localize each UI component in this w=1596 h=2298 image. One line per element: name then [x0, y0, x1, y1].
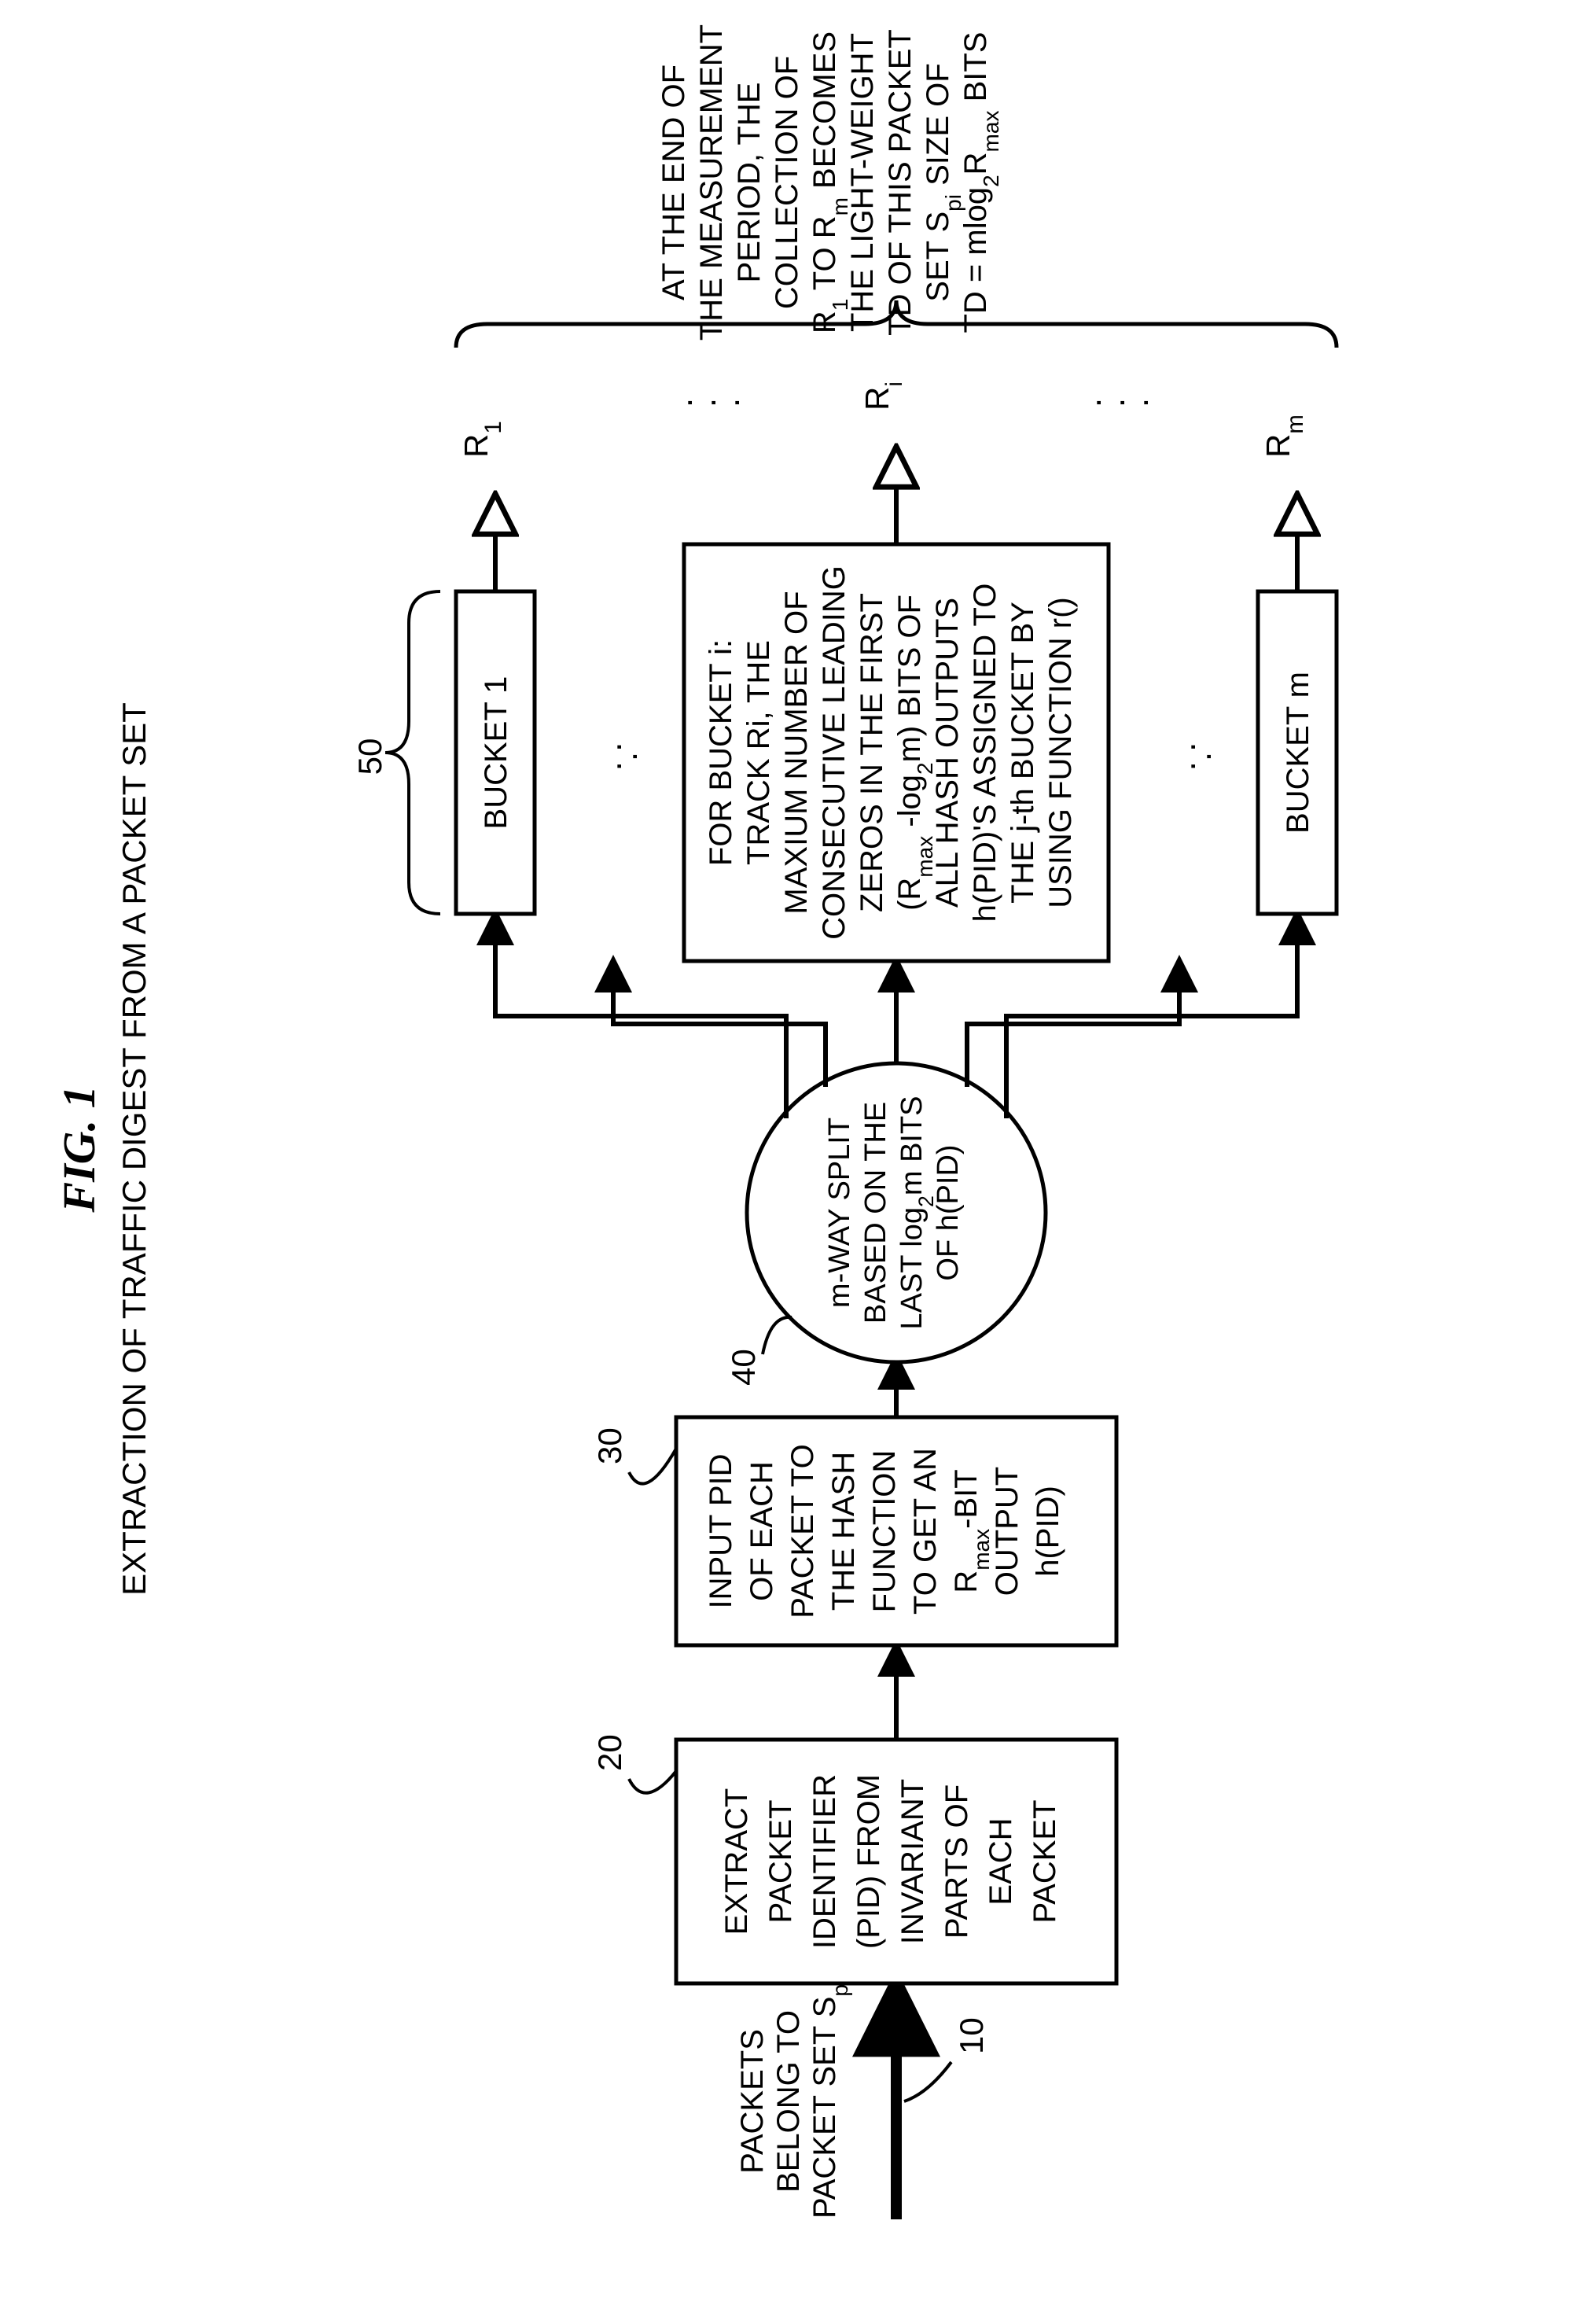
- box-extract-text: EXTRACT: [719, 1788, 754, 1935]
- box-extract-text: PARTS OF: [940, 1784, 974, 1939]
- box-hash-text: TO GET AN: [908, 1448, 943, 1615]
- input-label: BELONG TO: [771, 2010, 806, 2193]
- box-extract-text: PACKET: [763, 1799, 798, 1923]
- arrow-to-bucket-upper: [613, 961, 826, 1087]
- vdots-out: .: [1117, 398, 1156, 407]
- bucket-i-text: ZEROS IN THE FIRST: [855, 593, 889, 912]
- label-ri: Ri: [859, 381, 907, 411]
- vdots-out: .: [708, 398, 747, 407]
- box-hash-text: OF EACH: [745, 1461, 779, 1601]
- box-extract-text: IDENTIFIER: [807, 1774, 842, 1949]
- box-extract-text: (PID) FROM: [851, 1774, 886, 1949]
- circle-text: OF h(PID): [932, 1144, 965, 1280]
- bucket-m-label: BUCKET m: [1281, 672, 1315, 834]
- brace-text: TD = mlog2Rmax BITS: [958, 31, 1003, 333]
- box-hash-text: THE HASH: [826, 1452, 861, 1611]
- box-extract-text: PACKET: [1028, 1799, 1062, 1923]
- box-hash-text: PACKET TO: [785, 1444, 820, 1619]
- brace-50: [385, 591, 440, 914]
- arrow-to-bucket-lower: [967, 961, 1179, 1087]
- label-rm: Rm: [1260, 414, 1308, 458]
- box-hash-text: h(PID): [1031, 1486, 1065, 1577]
- ref-10: 10: [953, 2017, 990, 2054]
- bucket-i-text: TRACK Ri, THE: [741, 640, 776, 865]
- brace-text: THE MEASUREMENT: [694, 24, 729, 341]
- ref-20: 20: [591, 1734, 628, 1771]
- vdots: .: [1180, 752, 1219, 761]
- figure-label: FIG. 1: [53, 1085, 105, 1213]
- box-hash-text: FUNCTION: [867, 1450, 902, 1613]
- circle-text: m-WAY SPLIT: [823, 1118, 856, 1308]
- circle-text: BASED ON THE: [859, 1102, 892, 1324]
- bucket-i-text: MAXIUM NUMBER OF: [779, 591, 814, 914]
- bucket-i-text: USING FUNCTION r(): [1043, 597, 1078, 908]
- leader-20: [629, 1771, 676, 1793]
- bucket-i-text: h(PID)'S ASSIGNED TO: [968, 584, 1002, 923]
- bucket-i-text: CONSECUTIVE LEADING: [817, 565, 851, 940]
- vdots: .: [606, 752, 645, 761]
- box-hash-text: OUTPUT: [990, 1467, 1024, 1596]
- input-label: PACKETS: [735, 2029, 770, 2174]
- box-extract-text: EACH: [984, 1817, 1018, 1905]
- bucket-i-text: THE j-th BUCKET BY: [1006, 602, 1040, 904]
- box-extract-text: INVARIANT: [895, 1779, 930, 1944]
- leader-30: [629, 1449, 676, 1484]
- label-r1: R1: [458, 421, 506, 458]
- brace-text: COLLECTION OF: [770, 56, 804, 309]
- ref-30: 30: [591, 1427, 628, 1464]
- leader-40: [763, 1317, 792, 1354]
- brace-text: TD OF THIS PACKET: [883, 29, 918, 336]
- brace-text: PERIOD, THE: [732, 83, 767, 283]
- brace-text: AT THE END OF: [656, 64, 691, 300]
- leader-10: [904, 2062, 951, 2101]
- ref-40: 40: [725, 1349, 762, 1386]
- ref-50: 50: [351, 738, 388, 775]
- bucket-i-text: ALL HASH OUTPUTS: [930, 598, 965, 908]
- bucket-1-label: BUCKET 1: [479, 676, 513, 830]
- input-label: PACKET SET Sp: [807, 1984, 852, 2219]
- box-hash-text: INPUT PID: [704, 1453, 738, 1608]
- bucket-i-text: FOR BUCKET i:: [704, 639, 738, 866]
- figure-subtitle: EXTRACTION OF TRAFFIC DIGEST FROM A PACK…: [116, 702, 153, 1596]
- brace-text: THE LIGHT-WEIGHT: [845, 33, 880, 332]
